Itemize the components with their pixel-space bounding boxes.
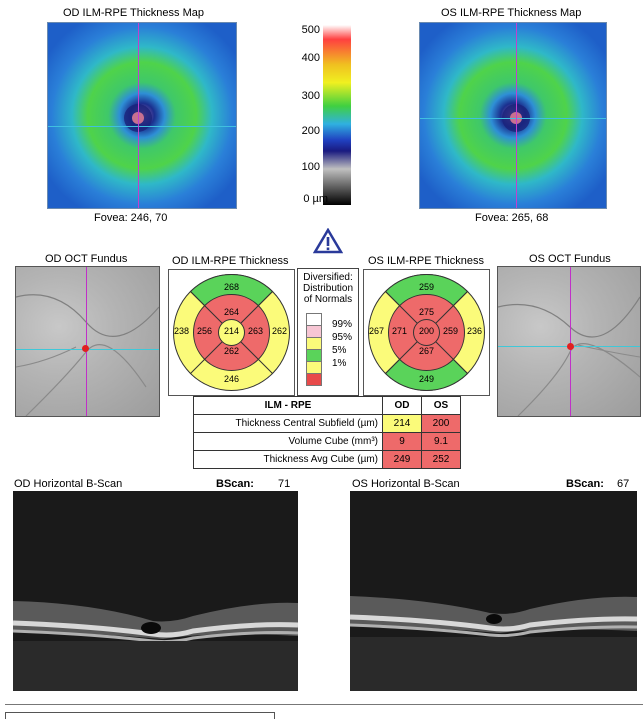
od-inner-superior: 264 [223,307,240,317]
od-fovea-label: Fovea: 246, 70 [94,212,168,224]
od-volume-cube: 9 [382,432,422,451]
ilm-rpe-table: ILM - RPE OD OS Thickness Central Subfie… [193,396,461,469]
od-thickness-title: OD ILM-RPE Thickness [172,255,289,267]
os-inner-superior: 275 [418,307,435,317]
od-bscan-image[interactable] [13,491,298,691]
os-fundus-image[interactable] [497,266,641,417]
normals-legend: Diversified: Distribution of Normals 99%… [297,268,359,396]
od-map-title: OD ILM-RPE Thickness Map [63,7,205,19]
legend-title-line-2: Distribution [302,283,354,294]
footer-box [5,712,275,719]
od-fundus-image[interactable] [15,266,160,417]
tick-300: 300 [301,90,320,102]
os-map-image [420,23,606,208]
os-fovea-marker [567,343,574,350]
table-header-os: OS [421,396,461,415]
table-header-ilm: ILM - RPE [193,396,383,415]
od-bscan-label: BScan: [216,478,254,490]
table-row: Volume Cube (mm³) 9 9.1 [193,432,461,451]
os-inner-nasal: 271 [392,326,408,336]
od-etdrs-svg [173,274,290,391]
legend-swatch-red [306,373,322,386]
od-outer-inferior: 246 [223,374,240,384]
os-fundus-title: OS OCT Fundus [529,253,611,265]
legend-title-line-3: of Normals [303,294,353,305]
od-bscan-title: OD Horizontal B-Scan [14,478,123,490]
od-center-value: 214 [223,326,240,336]
od-bscan-svg [13,491,298,691]
od-fovea-marker [82,345,89,352]
table-row: Thickness Central Subfield (µm) 214 200 [193,414,461,433]
os-bscan-value: 67 [617,478,630,490]
od-fundus-title: OD OCT Fundus [45,253,128,265]
od-thickness-map[interactable] [47,22,237,209]
os-outer-temporal: 236 [467,326,483,336]
os-etdrs-grid[interactable]: 200 275 267 271 259 259 249 267 236 [363,269,490,396]
row-label-volume-cube: Volume Cube (mm³) [193,432,383,451]
table-header-row: ILM - RPE OD OS [193,396,461,415]
color-scale-bar [323,25,351,205]
os-inner-temporal: 259 [443,326,459,336]
od-outer-nasal: 262 [272,326,288,336]
tick-100: 100 [301,161,320,173]
od-central-subfield: 214 [382,414,422,433]
legend-99: 99% [332,319,353,330]
os-bscan-label: BScan: [566,478,604,490]
table-row: Thickness Avg Cube (µm) 249 252 [193,450,461,469]
os-fundus-vessels [498,296,640,416]
os-bscan-svg [350,491,637,691]
os-central-subfield: 200 [421,414,461,433]
od-fundus-v-line [86,267,87,416]
os-inner-inferior: 267 [418,346,435,356]
legend-95: 95% [332,332,353,343]
od-outer-temporal: 238 [174,326,190,336]
od-inner-inferior: 262 [223,346,240,356]
tick-0: 0 µm [303,193,328,205]
os-thickness-title: OS ILM-RPE Thickness [368,255,484,267]
os-center-value: 200 [418,326,435,336]
os-avg-cube: 252 [421,450,461,469]
os-outer-inferior: 249 [418,374,435,384]
os-map-v-crosshair [516,23,517,208]
od-map-image [48,23,236,208]
od-outer-superior: 268 [223,282,240,292]
table-header-od: OD [382,396,422,415]
os-map-h-crosshair [420,118,606,119]
legend-5: 5% [332,345,347,356]
od-fundus-vessels [16,294,159,416]
legend-1: 1% [332,358,347,369]
os-bscan-image[interactable] [350,491,637,691]
od-avg-cube: 249 [382,450,422,469]
os-outer-superior: 259 [418,282,435,292]
od-map-h-crosshair [48,126,236,127]
tick-500: 500 [301,24,320,36]
row-label-central-subfield: Thickness Central Subfield (µm) [193,414,383,433]
os-thickness-map[interactable] [419,22,607,209]
os-etdrs-svg [368,274,485,391]
warning-triangle-icon[interactable] [312,227,344,259]
od-bscan-value: 71 [278,478,291,490]
legend-title-line-1: Diversified: [303,272,353,283]
tick-400: 400 [301,52,320,64]
od-inner-nasal: 263 [248,326,264,336]
os-bscan-title: OS Horizontal B-Scan [352,478,460,490]
od-inner-temporal: 256 [197,326,213,336]
os-outer-nasal: 267 [369,326,385,336]
footer-divider [5,704,643,705]
legend-title: Diversified: Distribution of Normals [298,272,358,305]
os-fovea-label: Fovea: 265, 68 [475,212,549,224]
os-volume-cube: 9.1 [421,432,461,451]
od-etdrs-grid[interactable]: 214 264 262 256 263 268 246 238 262 [168,269,295,396]
os-map-title: OS ILM-RPE Thickness Map [441,7,582,19]
tick-200: 200 [301,125,320,137]
os-fundus-v-line [570,267,571,416]
row-label-avg-cube: Thickness Avg Cube (µm) [193,450,383,469]
od-map-v-crosshair [138,23,139,208]
